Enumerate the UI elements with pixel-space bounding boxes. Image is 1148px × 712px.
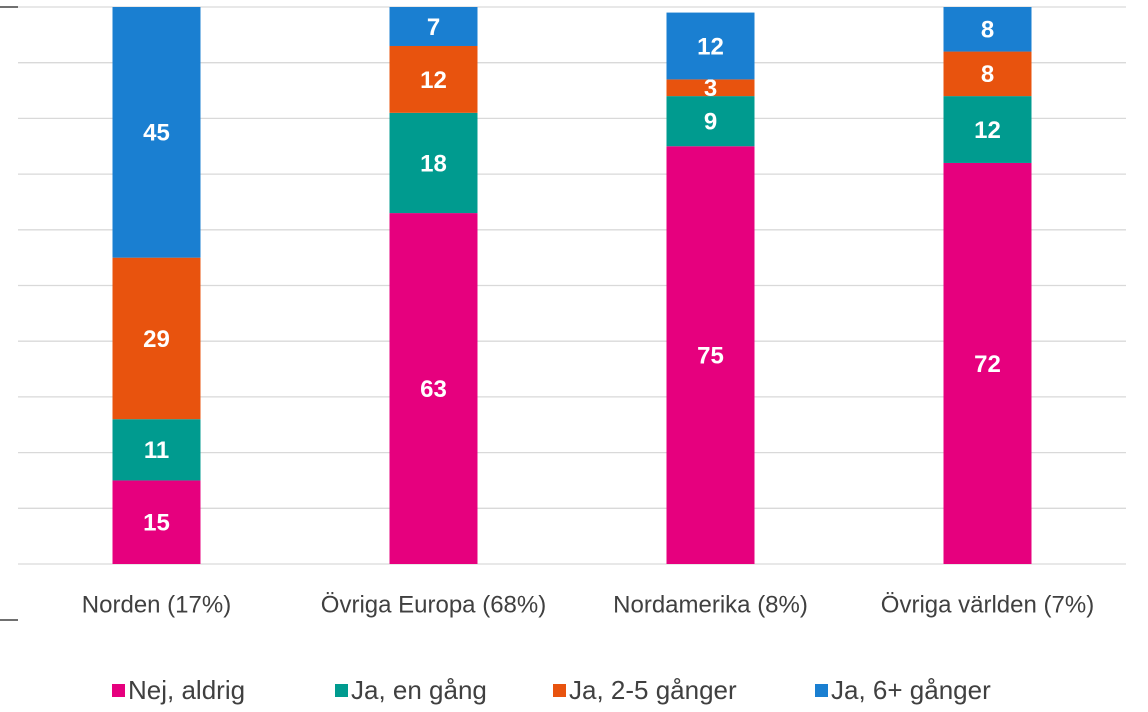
- bar-segment: [666, 12, 755, 80]
- legend-marker: [112, 684, 125, 697]
- x-tick-label: Övriga världen (7%): [881, 591, 1094, 618]
- bar-segment: [389, 45, 478, 113]
- x-tick-label: Övriga Europa (68%): [321, 591, 546, 618]
- data-label: 8: [981, 61, 994, 88]
- legend-label: Ja, 2-5 gånger: [569, 675, 737, 705]
- bar-segment: [666, 146, 755, 564]
- legend-marker: [553, 684, 566, 697]
- bar-segment: [389, 112, 478, 214]
- bar-segment: [389, 7, 478, 46]
- legend-marker: [335, 684, 348, 697]
- data-label: 72: [974, 351, 1001, 378]
- data-label: 3: [704, 75, 717, 102]
- x-tick-label: Nordamerika (8%): [613, 591, 808, 618]
- data-label: 75: [697, 342, 724, 369]
- data-label: 11: [144, 437, 169, 464]
- data-label: 15: [143, 510, 170, 537]
- data-label: 29: [143, 326, 170, 353]
- bar-segment: [943, 96, 1032, 163]
- bar-segment: [943, 162, 1032, 564]
- data-label: 8: [981, 17, 994, 44]
- data-label: 63: [420, 376, 447, 403]
- data-label: 18: [420, 150, 447, 177]
- bar-segment: [943, 51, 1032, 97]
- bar-segment: [112, 257, 201, 420]
- bar-segment: [112, 480, 201, 564]
- bar-segment: [389, 213, 478, 564]
- bar-segment: [666, 79, 755, 97]
- frame-edge: [0, 6, 18, 621]
- legend-label: Ja, en gång: [351, 675, 487, 705]
- data-label: 12: [974, 117, 1001, 144]
- legend-marker: [815, 684, 828, 697]
- bar-segment: [666, 96, 755, 147]
- legend-label: Nej, aldrig: [128, 675, 245, 705]
- bar-segment: [112, 419, 201, 481]
- legend-label: Ja, 6+ gånger: [831, 675, 991, 705]
- data-label: 7: [427, 14, 440, 41]
- data-label: 12: [420, 67, 447, 94]
- data-label: 45: [143, 120, 170, 147]
- data-label: 9: [704, 109, 717, 136]
- bar-segment: [112, 7, 201, 258]
- bar-segment: [943, 7, 1032, 52]
- data-label: 12: [697, 33, 724, 60]
- x-tick-label: Norden (17%): [82, 591, 231, 618]
